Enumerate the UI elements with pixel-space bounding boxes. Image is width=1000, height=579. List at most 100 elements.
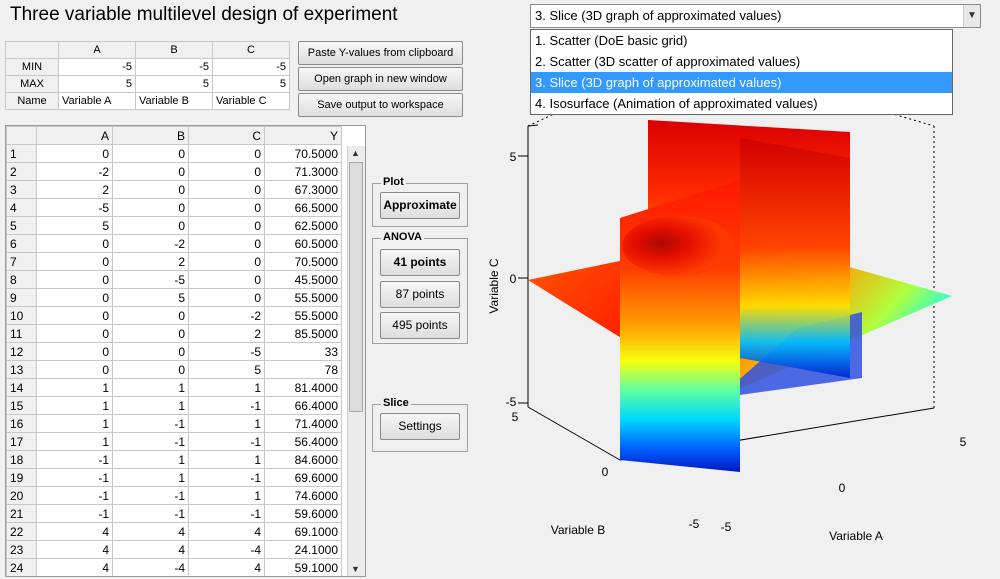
table-cell[interactable]: 0: [188, 180, 265, 199]
table-cell[interactable]: 1: [112, 378, 189, 397]
table-cell[interactable]: 0: [36, 342, 113, 361]
table-cell[interactable]: 4: [188, 522, 265, 541]
table-cell[interactable]: 0: [188, 144, 265, 163]
table-cell[interactable]: 0: [112, 360, 189, 379]
table-cell[interactable]: -1: [36, 504, 113, 523]
dropdown-option-selected[interactable]: 3. Slice (3D graph of approximated value…: [531, 72, 952, 93]
table-cell[interactable]: 55.5000: [264, 306, 342, 325]
table-cell[interactable]: 59.1000: [264, 558, 342, 576]
table-cell[interactable]: 0: [36, 360, 113, 379]
table-cell[interactable]: 0: [36, 288, 113, 307]
table-cell[interactable]: 4: [36, 522, 113, 541]
table-cell[interactable]: 71.4000: [264, 414, 342, 433]
param-cell[interactable]: Variable C: [212, 92, 290, 110]
scroll-down-icon[interactable]: ▼: [351, 564, 360, 574]
table-cell[interactable]: 0: [188, 252, 265, 271]
table-cell[interactable]: 1: [112, 396, 189, 415]
param-cell[interactable]: Variable B: [135, 92, 213, 110]
table-cell[interactable]: -1: [112, 486, 189, 505]
table-cell[interactable]: 0: [112, 180, 189, 199]
param-cell[interactable]: 5: [58, 75, 136, 93]
slice-settings-button[interactable]: Settings: [380, 413, 460, 440]
table-cell[interactable]: 5: [188, 360, 265, 379]
table-cell[interactable]: 0: [188, 198, 265, 217]
dropdown-option[interactable]: 2. Scatter (3D scatter of approximated v…: [535, 54, 801, 69]
param-cell[interactable]: -5: [212, 58, 290, 76]
table-cell[interactable]: 70.5000: [264, 252, 342, 271]
table-cell[interactable]: -1: [112, 414, 189, 433]
table-cell[interactable]: 0: [112, 162, 189, 181]
table-cell[interactable]: 1: [188, 378, 265, 397]
anova-87-points-button[interactable]: 87 points: [380, 281, 460, 308]
table-cell[interactable]: -1: [188, 432, 265, 451]
table-cell[interactable]: 71.3000: [264, 162, 342, 181]
vertical-scrollbar[interactable]: ▲ ▼: [347, 146, 365, 576]
table-cell[interactable]: 5: [36, 216, 113, 235]
table-cell[interactable]: 0: [112, 324, 189, 343]
table-cell[interactable]: 66.5000: [264, 198, 342, 217]
table-cell[interactable]: 4: [112, 522, 189, 541]
table-cell[interactable]: -1: [112, 432, 189, 451]
table-cell[interactable]: 0: [112, 216, 189, 235]
table-cell[interactable]: 24.1000: [264, 540, 342, 559]
table-cell[interactable]: -4: [188, 540, 265, 559]
table-cell[interactable]: 45.5000: [264, 270, 342, 289]
table-cell[interactable]: 67.3000: [264, 180, 342, 199]
table-cell[interactable]: 33: [264, 342, 342, 361]
table-cell[interactable]: 1: [112, 450, 189, 469]
table-cell[interactable]: 69.6000: [264, 468, 342, 487]
table-cell[interactable]: 4: [36, 558, 113, 576]
table-cell[interactable]: 0: [112, 144, 189, 163]
approximate-button[interactable]: Approximate: [380, 192, 460, 219]
open-graph-button[interactable]: Open graph in new window: [298, 67, 463, 91]
save-output-button[interactable]: Save output to workspace: [298, 93, 463, 117]
table-cell[interactable]: 0: [36, 270, 113, 289]
table-cell[interactable]: -1: [188, 504, 265, 523]
table-cell[interactable]: 1: [36, 378, 113, 397]
table-cell[interactable]: 0: [112, 342, 189, 361]
scroll-thumb[interactable]: [349, 162, 363, 412]
table-cell[interactable]: 62.5000: [264, 216, 342, 235]
table-cell[interactable]: -2: [36, 162, 113, 181]
table-cell[interactable]: 59.6000: [264, 504, 342, 523]
param-cell[interactable]: 5: [135, 75, 213, 93]
table-cell[interactable]: -1: [36, 468, 113, 487]
table-cell[interactable]: 0: [188, 234, 265, 253]
table-cell[interactable]: 0: [188, 162, 265, 181]
table-cell[interactable]: -2: [188, 306, 265, 325]
table-cell[interactable]: 4: [188, 558, 265, 576]
table-cell[interactable]: 69.1000: [264, 522, 342, 541]
table-cell[interactable]: 1: [188, 414, 265, 433]
table-cell[interactable]: 1: [36, 396, 113, 415]
table-cell[interactable]: -4: [112, 558, 189, 576]
plot-type-dropdown[interactable]: 3. Slice (3D graph of approximated value…: [530, 4, 981, 28]
table-cell[interactable]: 0: [36, 234, 113, 253]
table-cell[interactable]: -1: [36, 486, 113, 505]
table-cell[interactable]: 0: [36, 144, 113, 163]
table-cell[interactable]: 1: [36, 432, 113, 451]
table-cell[interactable]: -1: [36, 450, 113, 469]
param-cell[interactable]: Variable A: [58, 92, 136, 110]
table-cell[interactable]: 0: [112, 306, 189, 325]
table-cell[interactable]: -1: [188, 396, 265, 415]
table-cell[interactable]: -1: [112, 504, 189, 523]
param-cell[interactable]: -5: [58, 58, 136, 76]
table-cell[interactable]: 2: [188, 324, 265, 343]
table-cell[interactable]: -5: [188, 342, 265, 361]
table-cell[interactable]: 85.5000: [264, 324, 342, 343]
anova-41-points-button[interactable]: 41 points: [380, 249, 460, 276]
table-cell[interactable]: 0: [188, 216, 265, 235]
table-cell[interactable]: 4: [112, 540, 189, 559]
dropdown-option[interactable]: 4. Isosurface (Animation of approximated…: [535, 96, 818, 111]
anova-495-points-button[interactable]: 495 points: [380, 312, 460, 339]
table-cell[interactable]: 78: [264, 360, 342, 379]
table-cell[interactable]: 0: [36, 324, 113, 343]
table-cell[interactable]: 1: [112, 468, 189, 487]
table-cell[interactable]: 74.6000: [264, 486, 342, 505]
slice-plot[interactable]: 5 0 -5 5 0 -5 5 0 -5 Variable B Variable…: [478, 28, 998, 578]
paste-y-values-button[interactable]: Paste Y-values from clipboard: [298, 41, 463, 65]
table-cell[interactable]: 5: [112, 288, 189, 307]
table-cell[interactable]: 1: [188, 486, 265, 505]
table-cell[interactable]: 0: [36, 252, 113, 271]
table-cell[interactable]: -1: [188, 468, 265, 487]
